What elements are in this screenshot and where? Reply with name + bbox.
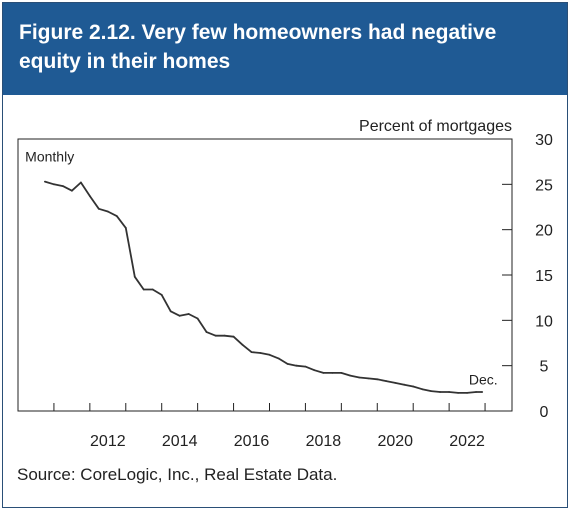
data-point	[331, 372, 334, 374]
data-point	[457, 392, 459, 394]
plot-frame	[17, 138, 513, 412]
data-point	[214, 334, 217, 337]
data-point	[160, 294, 163, 296]
data-point	[358, 376, 361, 379]
data-point	[223, 334, 226, 337]
data-point	[133, 275, 136, 278]
data-point	[403, 383, 406, 386]
data-point	[349, 374, 352, 377]
data-point	[115, 215, 118, 218]
y-tick-label: 15	[535, 268, 553, 285]
data-point	[151, 288, 154, 291]
x-tick-label: 2016	[234, 433, 270, 450]
figure-header: Figure 2.12. Very few homeowners had neg…	[3, 3, 567, 95]
annotation-label: Dec.	[469, 372, 498, 388]
data-point	[71, 189, 73, 192]
data-point	[106, 210, 109, 213]
figure-panel: Figure 2.12. Very few homeowners had neg…	[2, 2, 568, 508]
data-point	[376, 378, 379, 381]
data-point	[62, 185, 64, 188]
data-point	[481, 391, 484, 393]
data-point	[178, 314, 181, 317]
y-tick-label: 30	[535, 132, 553, 149]
series-layer	[44, 180, 484, 394]
data-point	[259, 352, 262, 354]
data-point	[439, 391, 441, 393]
y-tick-label: 0	[540, 404, 549, 421]
data-point	[205, 331, 208, 333]
data-point	[142, 288, 145, 291]
data-point	[250, 351, 253, 353]
data-point	[80, 181, 82, 184]
figure-title: Figure 2.12. Very few homeowners had neg…	[19, 21, 497, 73]
annotations: Monthly Dec.	[25, 149, 497, 388]
tick-marks	[53, 138, 512, 412]
source-note: Source: CoreLogic, Inc., Real Estate Dat…	[17, 465, 338, 484]
data-point	[286, 363, 289, 365]
y-tick-label: 10	[535, 313, 553, 330]
data-point	[322, 372, 325, 374]
y-axis-title: Percent of mortgages	[359, 118, 512, 135]
x-tick-label: 2012	[90, 433, 126, 450]
data-point	[412, 385, 415, 388]
data-point	[367, 377, 370, 380]
data-point	[169, 310, 172, 313]
data-point	[466, 392, 468, 394]
y-tick-label: 5	[540, 359, 549, 376]
data-point	[241, 343, 244, 346]
data-point	[475, 391, 477, 393]
annotation-label: Monthly	[25, 149, 74, 165]
data-point	[394, 382, 397, 384]
y-tick-label: 20	[535, 223, 553, 240]
x-tick-label: 2022	[449, 433, 485, 450]
data-point	[313, 369, 316, 372]
data-point	[340, 372, 343, 374]
data-point	[44, 180, 46, 183]
data-point	[268, 353, 271, 356]
data-point	[385, 380, 388, 382]
data-point	[187, 313, 190, 315]
data-point	[304, 365, 307, 368]
data-point	[430, 390, 433, 392]
data-point	[89, 195, 91, 198]
data-point	[97, 207, 100, 210]
data-point	[277, 357, 280, 360]
axes	[17, 138, 513, 412]
x-tick-label: 2020	[377, 433, 413, 450]
data-point	[295, 364, 298, 367]
data-point	[124, 227, 127, 229]
data-point	[196, 317, 199, 320]
data-point	[232, 335, 235, 338]
series-line-0	[44, 180, 483, 394]
data-point	[421, 388, 424, 391]
data-point	[448, 391, 450, 393]
x-tick-label: 2014	[162, 433, 198, 450]
data-point	[53, 183, 55, 186]
y-tick-label: 25	[535, 177, 553, 194]
x-tick-label: 2018	[306, 433, 342, 450]
tick-labels: 0 5 10 15 20 25 30 2012 2014 2016 2018 2020 2022 Perc…	[90, 118, 553, 450]
